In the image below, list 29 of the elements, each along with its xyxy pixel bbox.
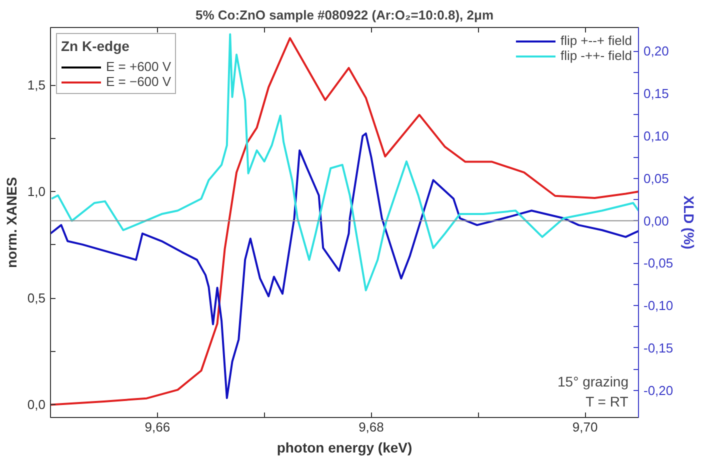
annotation: T = RT: [586, 394, 629, 410]
y-tick-label: 1,5: [27, 78, 46, 93]
y2-tick-label: 0,15: [644, 86, 669, 102]
y2-tick-label: -0,20: [644, 382, 674, 398]
x-axis-title: photon energy (keV): [276, 440, 412, 456]
x-tick-label: 9,70: [572, 420, 598, 434]
legend-label: E = −600 V: [106, 74, 172, 89]
chart-title: 5% Co:ZnO sample #080922 (Ar:O₂=10:0.8), 2μm: [195, 8, 494, 22]
annotation: Zn K-edge: [61, 38, 130, 54]
y2-tick-label: -0,15: [644, 340, 674, 356]
y2-tick-label: -0,10: [644, 298, 674, 314]
legend-label: E = +600 V: [106, 59, 172, 74]
y-axis-title: norm. XANES: [3, 176, 20, 268]
y2-tick-label: 0,20: [644, 44, 669, 59]
y2-tick-label: -0,05: [644, 256, 674, 271]
y2-axis-title: XLD (%): [681, 196, 698, 250]
legend-label: flip -++- field: [560, 48, 632, 63]
annotation: 15° grazing: [558, 374, 629, 390]
y2-tick-label: 0,00: [644, 213, 669, 228]
line-series: [50, 37, 638, 406]
legend-label: flip +--+ field: [560, 33, 632, 48]
x-tick-label: 9,66: [144, 420, 170, 434]
y2-tick-label: 0,05: [644, 170, 669, 186]
y-tick-label: 1,0: [27, 184, 46, 200]
line-series: [50, 33, 638, 292]
y-tick-label: 0,5: [27, 290, 46, 306]
x-tick-label: 9,68: [358, 420, 384, 434]
y2-tick-label: 0,10: [644, 128, 669, 144]
y-tick-label: 0,0: [27, 397, 46, 412]
